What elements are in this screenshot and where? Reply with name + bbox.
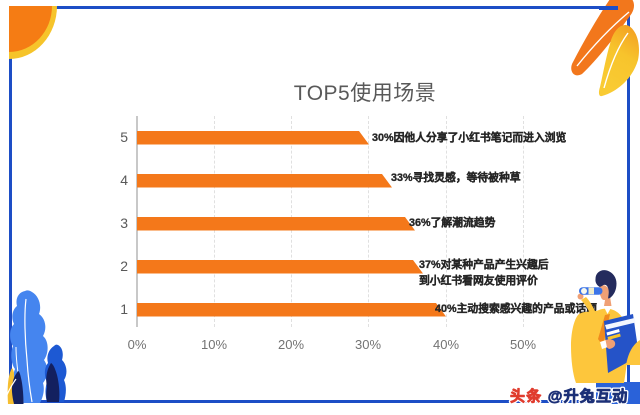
svg-text:头条 @升兔互动: 头条 @升兔互动 (510, 387, 628, 405)
svg-text:头条 @升兔互动: 头条 @升兔互动 (510, 387, 628, 405)
